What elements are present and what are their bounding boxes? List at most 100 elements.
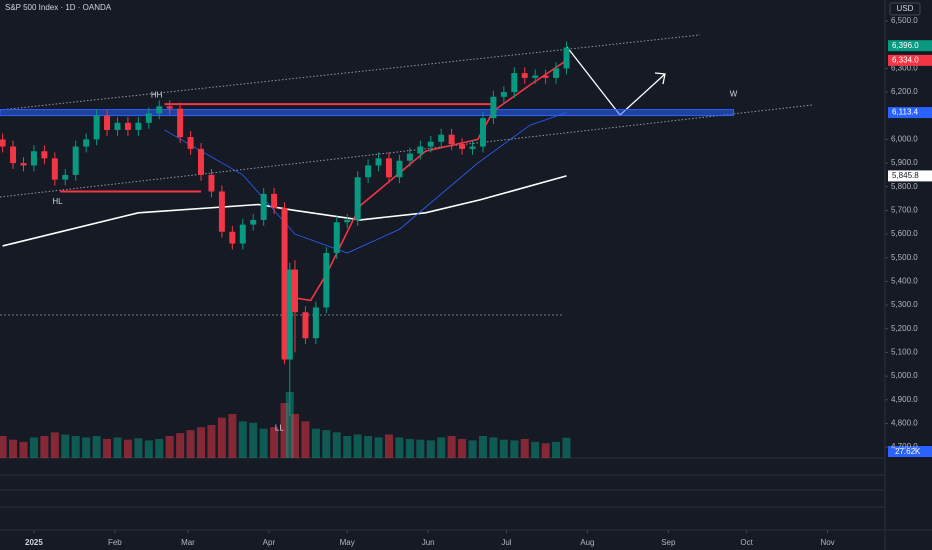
volume-bar	[458, 438, 467, 458]
price-label: 6,334.0	[892, 55, 919, 64]
candle-body	[479, 118, 486, 147]
price-label: 5,845.8	[892, 171, 919, 180]
candle-body	[271, 193, 278, 209]
chart-title: S&P 500 Index · 1D · OANDA	[5, 3, 112, 12]
candle-body	[292, 269, 298, 313]
currency[interactable]: USD	[897, 4, 914, 13]
candle-body	[218, 191, 225, 232]
candle-body	[250, 219, 257, 225]
candle-body	[187, 137, 194, 149]
price-label: 6,396.0	[892, 41, 919, 50]
candle-body	[344, 219, 351, 223]
candle-body	[72, 146, 79, 175]
volume-bar	[92, 436, 101, 458]
volume-bar	[311, 428, 320, 458]
y-tick-label: 4,900.0	[891, 395, 918, 404]
volume-bar	[426, 440, 435, 458]
volume-bar	[197, 427, 206, 458]
volume-bar	[301, 421, 310, 458]
x-tick-label: Apr	[263, 538, 276, 547]
volume-bar	[468, 440, 477, 458]
currency-box[interactable]	[889, 2, 921, 16]
y-tick-label: 6,200.0	[891, 87, 918, 96]
x-tick-label: Oct	[740, 538, 753, 547]
volume-bar	[0, 436, 7, 458]
candle-body	[41, 151, 48, 159]
volume-bar	[374, 437, 383, 458]
y-tick-label: 5,700.0	[891, 206, 918, 215]
x-tick-label: Feb	[108, 538, 122, 547]
annotation: LL	[275, 423, 284, 432]
volume-bar	[217, 417, 226, 458]
candle-body	[0, 139, 6, 147]
candle-body	[511, 73, 518, 93]
volume-bar	[405, 438, 414, 458]
x-tick-label: Nov	[820, 538, 834, 547]
x-tick-label: Aug	[580, 538, 594, 547]
x-tick-label: Sep	[661, 538, 676, 547]
candle-body	[286, 269, 293, 360]
y-tick-label: 5,000.0	[891, 371, 918, 380]
volume-bar	[186, 430, 195, 458]
candle-body	[124, 122, 131, 130]
candle-body	[354, 177, 361, 220]
volume-bar	[123, 439, 132, 458]
y-tick-label: 6,000.0	[891, 135, 918, 144]
volume-bar	[113, 437, 122, 458]
volume-bar	[437, 437, 446, 458]
candle-body	[83, 139, 90, 147]
candle-body	[93, 115, 100, 140]
support-zone	[0, 109, 735, 117]
volume-bar	[165, 436, 174, 458]
volume-bar	[322, 430, 331, 458]
volume-bar	[552, 441, 561, 458]
volume-bar	[50, 432, 59, 458]
candle-body	[438, 134, 445, 142]
candle-body	[281, 208, 288, 360]
candle-body	[396, 160, 403, 178]
volume-bar	[353, 434, 362, 458]
volume-bar	[270, 427, 279, 458]
volume-bar	[531, 441, 540, 458]
volume-bar	[384, 434, 393, 458]
candle-body	[563, 47, 570, 69]
y-tick-label: 6,500.0	[891, 16, 918, 25]
volume-bar	[9, 439, 18, 458]
candle-body	[198, 148, 205, 175]
candle-body	[385, 158, 392, 178]
price-label-bg	[888, 107, 932, 119]
candle-body	[260, 193, 267, 220]
candle-body	[10, 146, 17, 164]
volume-bar	[510, 440, 519, 458]
candle-body	[532, 75, 539, 78]
volume-bar	[447, 436, 456, 458]
candle-body	[239, 224, 246, 244]
volume-bar	[562, 437, 571, 458]
moving-average	[294, 59, 567, 302]
candle-body	[406, 153, 413, 161]
volume-bar	[416, 439, 425, 458]
candle-body	[177, 108, 184, 138]
y-tick-label: 4,800.0	[891, 419, 918, 428]
y-tick-label: 5,800.0	[891, 182, 918, 191]
candle-body	[51, 158, 58, 180]
x-tick-label: Mar	[181, 538, 195, 547]
volume-bar	[489, 437, 498, 458]
candle-body	[208, 174, 215, 192]
annotation: W	[730, 90, 738, 99]
candle-body	[229, 231, 236, 244]
candle-body	[375, 158, 382, 166]
volume-bar	[144, 440, 153, 458]
candle-body	[104, 115, 111, 130]
volume-bar	[291, 414, 299, 458]
candle-body	[62, 174, 69, 180]
candle-body	[30, 151, 37, 166]
volume-bar	[478, 436, 487, 458]
price-label-bg	[888, 40, 932, 52]
candle-body	[469, 146, 476, 149]
volume-bar	[82, 437, 91, 458]
volume-bar	[343, 436, 352, 458]
x-tick-label: Jul	[501, 538, 511, 547]
volume-bar	[499, 439, 508, 458]
